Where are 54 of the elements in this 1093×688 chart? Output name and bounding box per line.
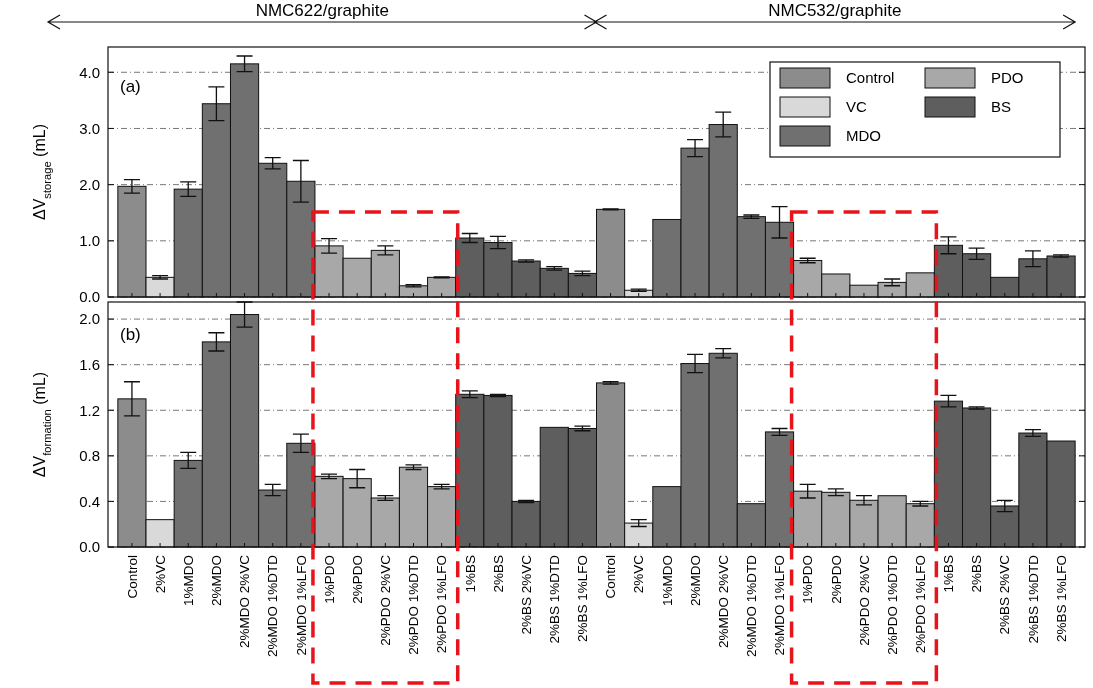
x-tick-label: 2%MDO 2%VC bbox=[715, 554, 731, 649]
x-tick-label: 2%BS bbox=[969, 555, 985, 593]
x-tick-label: 2%BS 2%VC bbox=[997, 554, 1013, 635]
x-tick-label: 2%PDO bbox=[828, 555, 844, 604]
annotation: (b) bbox=[120, 325, 141, 344]
x-tick-label: 2%MDO 1%LFO bbox=[293, 555, 309, 656]
x-tick-label: 2%BS 1%LFO bbox=[575, 555, 591, 643]
x-tick-label: 2%PDO 1%LFO bbox=[913, 555, 929, 654]
y-tick-label: 0.0 bbox=[79, 538, 100, 556]
x-tick-label: 2%MDO 2%VC bbox=[237, 554, 253, 649]
y-tick-label: 0.0 bbox=[79, 288, 100, 306]
legend-label: Control bbox=[846, 69, 895, 87]
legend-label: PDO bbox=[991, 69, 1024, 87]
x-tick-label: 2%PDO 1%LFO bbox=[434, 555, 450, 654]
legend-label: MDO bbox=[846, 127, 881, 145]
y-tick-label: 0.8 bbox=[79, 447, 100, 465]
text: NMC622/graphite bbox=[255, 1, 389, 20]
legend-label: BS bbox=[991, 98, 1012, 116]
x-tick-label: 2%VC bbox=[631, 554, 647, 594]
annotation: (a) bbox=[120, 77, 141, 96]
x-tick-label: 2%BS bbox=[490, 555, 506, 593]
y-tick-label: 1.0 bbox=[79, 232, 100, 250]
x-tick-label: Control bbox=[603, 555, 619, 599]
x-tick-label: 2%MDO bbox=[687, 555, 703, 607]
text: NMC532/graphite bbox=[768, 1, 902, 20]
x-tick-label: 2%VC bbox=[152, 554, 168, 594]
x-tick-label: 1%MDO bbox=[659, 555, 675, 607]
x-tick-label: 2%MDO bbox=[209, 555, 225, 607]
y-tick-label: 2.0 bbox=[79, 175, 100, 193]
y-tick-label: 2.0 bbox=[79, 310, 100, 328]
x-tick-label: 1%BS bbox=[941, 555, 957, 593]
x-tick-label: Control bbox=[124, 555, 140, 599]
y-tick-label: 1.6 bbox=[79, 355, 100, 373]
x-tick-label: 2%PDO 2%VC bbox=[856, 554, 872, 646]
x-tick-label: 2%PDO bbox=[349, 555, 365, 604]
y-tick-label: 1.2 bbox=[79, 401, 100, 419]
legend-label: VC bbox=[846, 98, 867, 116]
y-tick-label: 3.0 bbox=[79, 119, 100, 137]
y-tick-label: 4.0 bbox=[79, 63, 100, 81]
x-tick-label: 1%MDO bbox=[180, 555, 196, 607]
x-tick-label: 2%BS 2%VC bbox=[518, 554, 534, 635]
x-tick-label: 2%PDO 2%VC bbox=[378, 554, 394, 646]
y-tick-label: 0.4 bbox=[79, 492, 100, 510]
x-tick-label: 2%MDO 1%DTD bbox=[265, 554, 281, 658]
x-tick-label: 2%MDO 1%LFO bbox=[772, 555, 788, 656]
x-tick-label: 1%PDO bbox=[321, 555, 337, 604]
x-tick-label: 1%PDO bbox=[800, 555, 816, 604]
x-tick-label: 2%BS 1%DTD bbox=[1025, 554, 1041, 644]
x-tick-label: 2%BS 1%LFO bbox=[1053, 555, 1069, 643]
x-tick-label: 1%BS bbox=[462, 555, 478, 593]
x-tick-label: 2%MDO 1%DTD bbox=[744, 554, 760, 658]
x-tick-label: 2%PDO 1%DTD bbox=[406, 554, 422, 655]
x-tick-label: 2%PDO 1%DTD bbox=[884, 554, 900, 655]
x-tick-label: 2%BS 1%DTD bbox=[546, 554, 562, 644]
